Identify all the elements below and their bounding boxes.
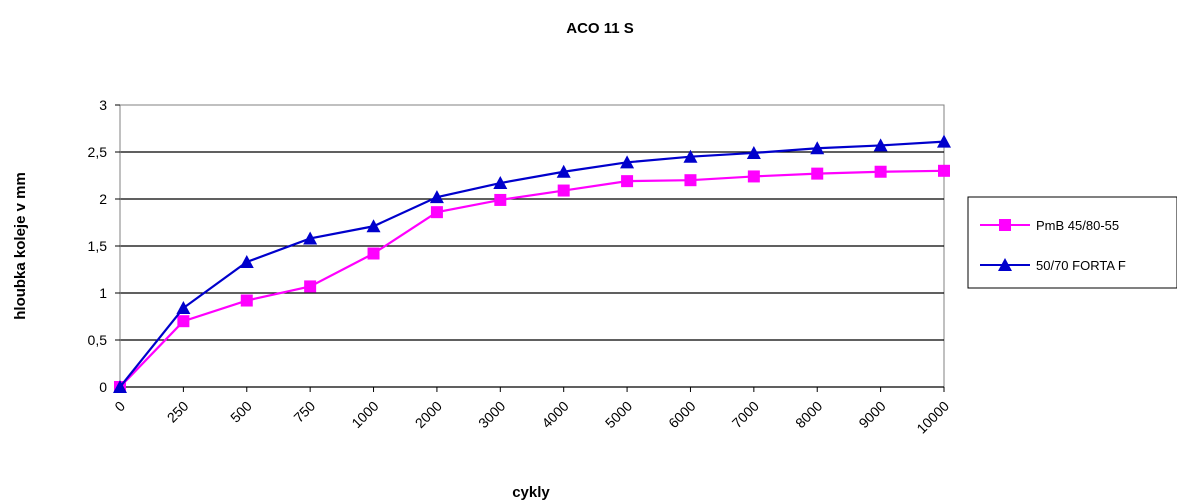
legend-marker-pmb [999, 219, 1011, 231]
data-point [556, 164, 571, 178]
series-line-0 [119, 169, 945, 388]
data-point [873, 138, 888, 152]
x-tick-label: 2000 [412, 398, 445, 431]
x-axis-label: cykly [512, 484, 550, 501]
y-tick-label: 2 [99, 191, 107, 207]
data-point [620, 155, 635, 169]
data-point [937, 134, 951, 148]
y-tick-label: 0,5 [88, 332, 108, 348]
legend-label-pmb: PmB 45/80-55 [1036, 218, 1119, 233]
y-axis-ticks: 0 0,5 1 1,5 2 2,5 3 [88, 97, 120, 395]
x-tick-label: 4000 [538, 398, 571, 431]
data-point [746, 145, 761, 159]
data-point [938, 164, 950, 177]
data-point [747, 170, 760, 183]
x-axis-ticks: 0 250 500 750 1000 2000 3000 4000 5000 6000 7000 80… [111, 387, 952, 437]
x-tick-label: 0 [111, 398, 128, 415]
series-line-1 [119, 140, 945, 388]
x-tick-label: 1000 [348, 398, 381, 431]
x-tick-label: 250 [164, 398, 192, 426]
series-layer [113, 134, 951, 393]
data-point [240, 294, 253, 307]
x-tick-label: 7000 [729, 398, 762, 431]
data-point [811, 167, 824, 180]
x-tick-label: 750 [290, 398, 318, 426]
x-tick-label: 10000 [913, 398, 952, 437]
x-tick-label: 6000 [665, 398, 698, 431]
data-point [810, 141, 825, 155]
y-tick-label: 0 [99, 379, 107, 395]
data-point [621, 175, 634, 188]
legend-label-forta: 50/70 FORTA F [1036, 258, 1126, 273]
x-tick-label: 3000 [475, 398, 508, 431]
data-point [684, 174, 697, 187]
legend-marker-forta [998, 258, 1012, 271]
y-tick-label: 2,5 [88, 144, 108, 160]
y-tick-label: 1,5 [88, 238, 108, 254]
data-point [494, 193, 507, 206]
data-point [493, 176, 508, 190]
data-point [366, 219, 381, 233]
x-tick-label: 8000 [792, 398, 825, 431]
data-point [429, 190, 444, 204]
data-point [683, 149, 698, 163]
x-tick-label: 500 [227, 398, 255, 426]
y-tick-label: 1 [99, 285, 107, 301]
y-axis-label: hloubka koleje v mm [12, 172, 29, 320]
legend-box [967, 196, 1177, 289]
data-point [430, 206, 443, 219]
data-point [113, 380, 127, 393]
data-point [303, 231, 318, 245]
y-tick-label: 3 [99, 97, 107, 113]
data-point [304, 280, 317, 293]
x-tick-label: 5000 [602, 398, 635, 431]
x-tick-label: 9000 [855, 398, 888, 431]
data-point [874, 165, 887, 178]
data-point [557, 184, 570, 197]
data-point [177, 315, 190, 328]
chart-title: ACO 11 S [566, 20, 634, 37]
legend: PmB 45/80-55 50/70 FORTA F [967, 196, 1177, 289]
data-point [176, 301, 191, 315]
data-point [239, 254, 254, 268]
data-point [367, 247, 380, 260]
plot-area: 0 0,5 1 1,5 2 2,5 3 0 250 500 750 1000 2000 3000 4000… [88, 97, 953, 437]
